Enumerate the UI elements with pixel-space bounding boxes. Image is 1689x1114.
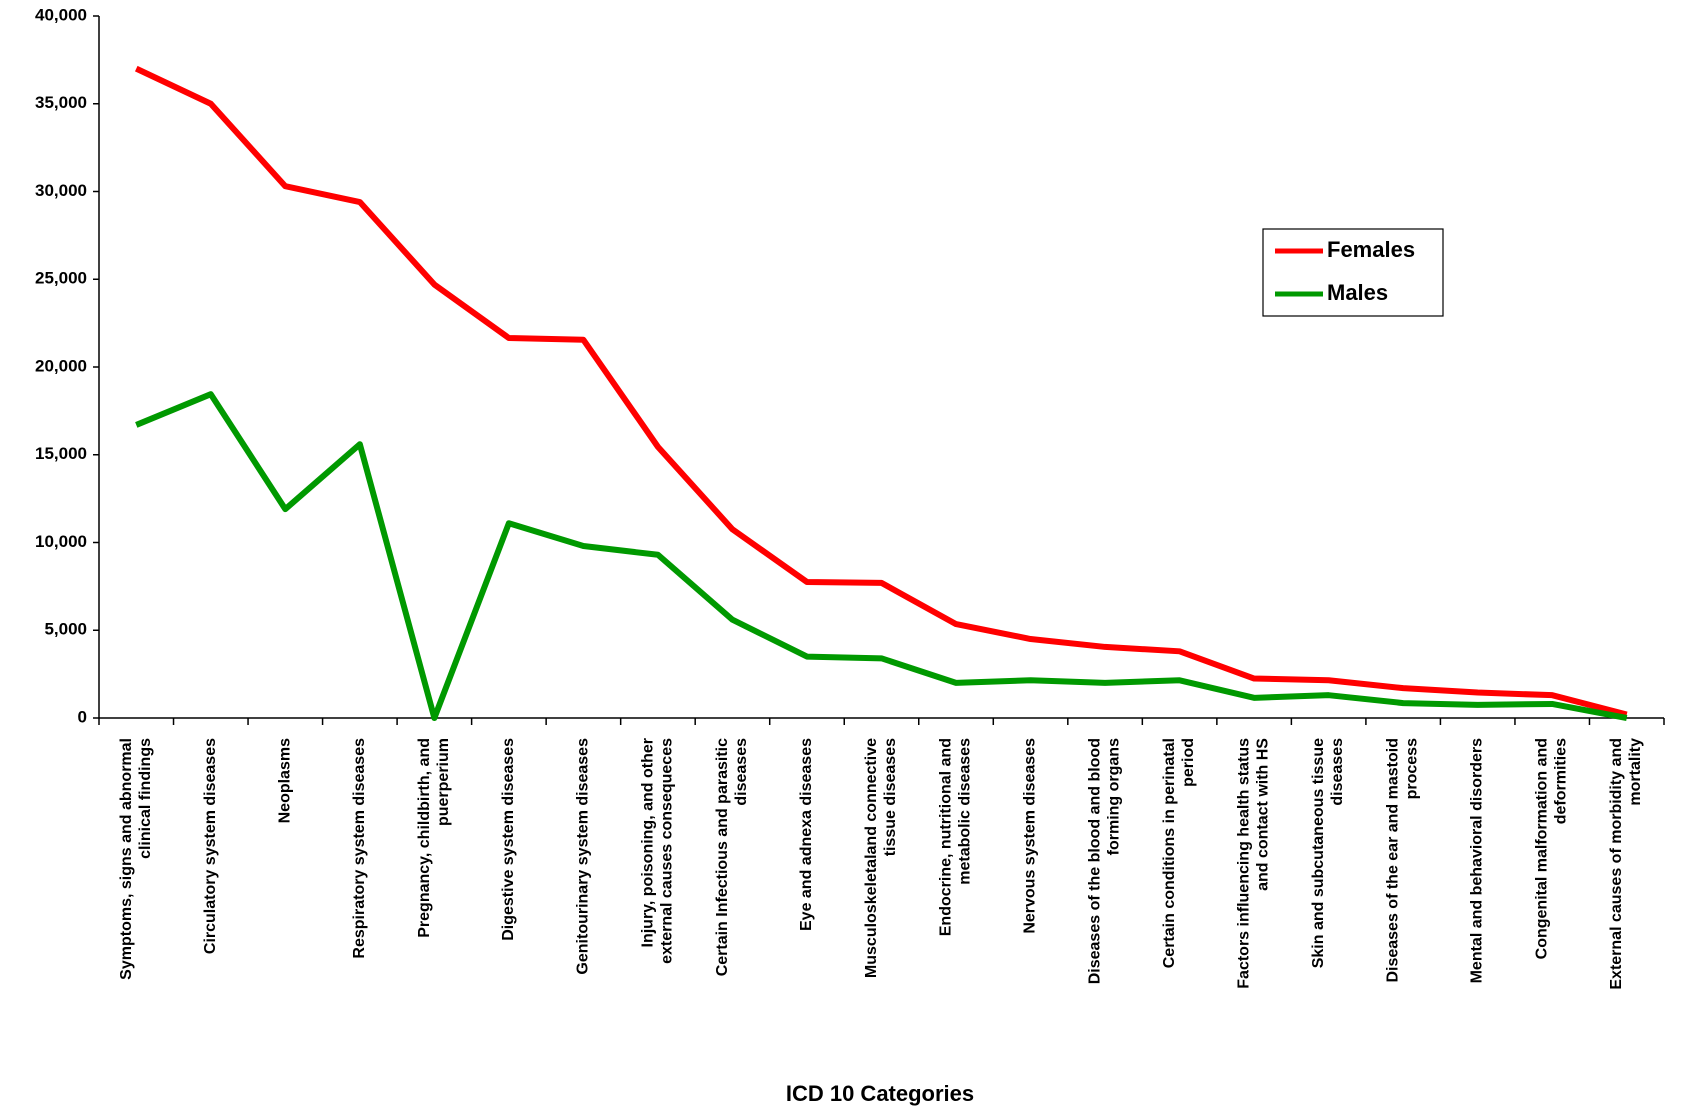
x-tick-label: Certain Infectious and parasitic diseases — [714, 738, 750, 976]
x-tick-label: Factors influencing health status and con… — [1236, 738, 1272, 989]
x-tick-label: Symptoms, signs and abnormal clinical fin… — [118, 738, 154, 980]
data-line — [134, 65, 1628, 718]
legend-label: Females — [1327, 237, 1415, 262]
y-tick-label: 5,000 — [44, 620, 87, 639]
x-tick-label: Genitourinary system diseases — [575, 738, 592, 975]
x-tick-label: Neoplasms — [277, 738, 294, 823]
legend-box — [1262, 228, 1444, 317]
x-tick-label: External causes of morbidity and mortalit… — [1608, 738, 1644, 990]
x-tick-label: Mental and behavioral disorders — [1469, 738, 1486, 984]
x-tick-label: Musculoskeletaland connective tissue dise… — [863, 738, 899, 978]
x-tick-label: Circulatory system diseases — [202, 738, 219, 954]
y-tick-label: 25,000 — [35, 269, 87, 288]
y-tick-label: 40,000 — [35, 5, 87, 24]
x-tick-label: Diseases of the blood and blood forming o… — [1087, 738, 1123, 984]
data-line — [135, 391, 1628, 721]
legend-label: Males — [1327, 280, 1388, 305]
x-tick-label: Skin and subcutaneous tissue diseases — [1310, 738, 1346, 968]
x-tick-label: Respiratory system diseases — [351, 738, 368, 959]
y-tick-label: 10,000 — [35, 532, 87, 551]
x-tick-label: Eye and adnexa diseases — [798, 738, 815, 931]
x-tick-label: Nervous system diseases — [1022, 738, 1039, 934]
y-tick-label: 15,000 — [35, 444, 87, 463]
y-tick-label: 35,000 — [35, 93, 87, 112]
y-tick-label: 0 — [78, 707, 87, 726]
x-tick-label: Diseases of the ear and mastoid process — [1385, 738, 1421, 983]
x-axis-title: ICD 10 Categories — [786, 1081, 974, 1106]
y-tick-label: 30,000 — [35, 181, 87, 200]
y-tick-label: 20,000 — [35, 356, 87, 375]
x-tick-label: Endocrine, nutritional and metabolic dise… — [938, 738, 974, 936]
x-tick-label: Injury, poisoning, and other external cau… — [640, 738, 676, 964]
x-tick-label: Congenital malformation and deformities — [1534, 738, 1570, 959]
x-tick-label: Digestive system diseases — [500, 738, 517, 941]
x-tick-label: Certain conditions in perinatal period — [1161, 738, 1197, 968]
x-tick-label: Pregnancy, childbirth, and puerperium — [416, 738, 452, 938]
